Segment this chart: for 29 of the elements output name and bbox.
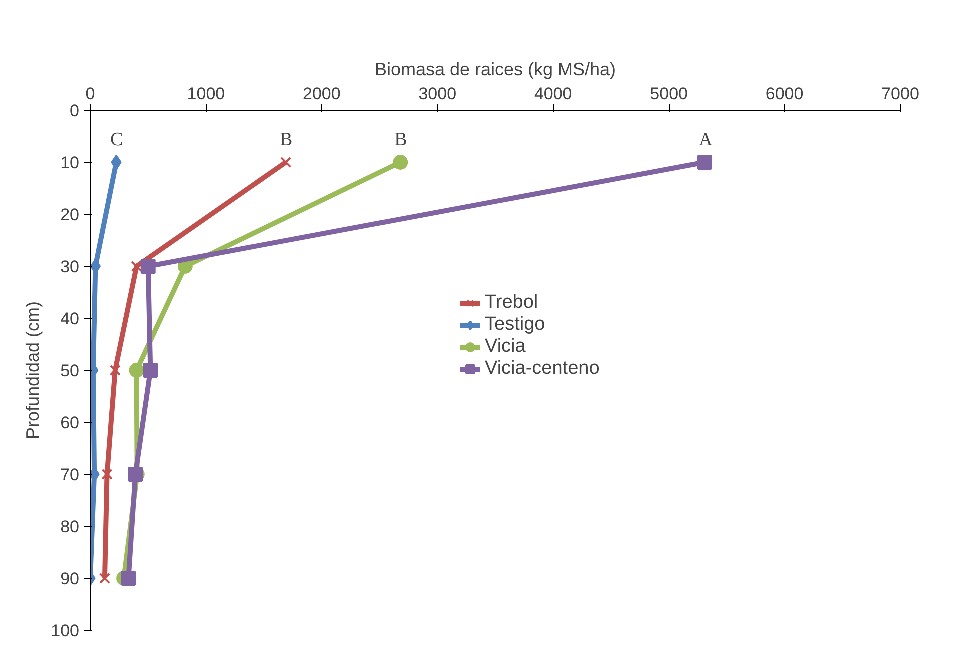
x-tick-label: 2000: [303, 84, 341, 104]
y-tick-label: 0: [70, 102, 80, 120]
x-tick-label: 3000: [418, 84, 457, 104]
legend-label: Testigo: [485, 314, 546, 336]
x-tick-label: 6000: [766, 84, 804, 104]
y-tick-label: 100: [51, 622, 80, 640]
x-tick-label: 1000: [187, 84, 226, 104]
y-tick-label: 40: [60, 310, 80, 328]
legend-label: Vicia-centeno: [485, 358, 600, 380]
y-tick-label: 80: [60, 518, 80, 536]
x-tick-label: 0: [86, 84, 96, 104]
y-tick-label: 70: [60, 466, 80, 484]
legend-label: Vicia: [485, 336, 526, 358]
annotation: B: [394, 130, 408, 150]
y-tick-label: 90: [60, 570, 80, 588]
legend-label: Trebol: [485, 292, 538, 314]
y-axis-title: Profundidad (cm): [23, 301, 44, 440]
x-tick-label: 4000: [534, 84, 572, 104]
y-tick-label: 60: [60, 414, 80, 432]
annotation: B: [280, 130, 293, 150]
y-tick-label: 10: [60, 154, 80, 172]
x-tick-label: 7000: [882, 84, 920, 104]
x-tick-label: 5000: [650, 84, 688, 104]
x-axis-title: Biomasa de raices (kg MS/ha): [374, 60, 616, 80]
y-tick-label: 20: [60, 206, 80, 224]
y-tick-label: 30: [60, 258, 80, 276]
annotation: C: [110, 130, 124, 150]
annotation: A: [698, 130, 713, 150]
y-tick-label: 50: [60, 362, 80, 380]
